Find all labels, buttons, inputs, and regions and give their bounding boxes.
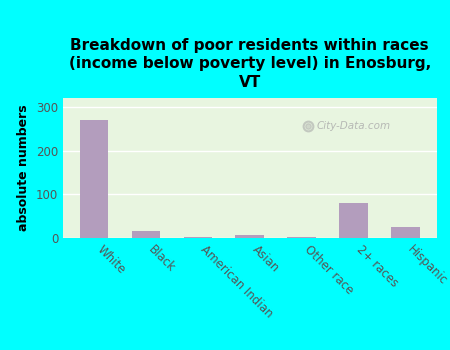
Bar bbox=[391, 227, 420, 238]
Bar bbox=[132, 231, 160, 238]
Bar bbox=[288, 237, 316, 238]
Bar bbox=[339, 203, 368, 238]
Bar bbox=[184, 237, 212, 238]
Bar bbox=[80, 120, 108, 238]
Title: Breakdown of poor residents within races
(income below poverty level) in Enosbur: Breakdown of poor residents within races… bbox=[68, 38, 431, 90]
Bar bbox=[235, 234, 264, 238]
Y-axis label: absolute numbers: absolute numbers bbox=[18, 105, 30, 231]
Text: City-Data.com: City-Data.com bbox=[317, 121, 391, 131]
